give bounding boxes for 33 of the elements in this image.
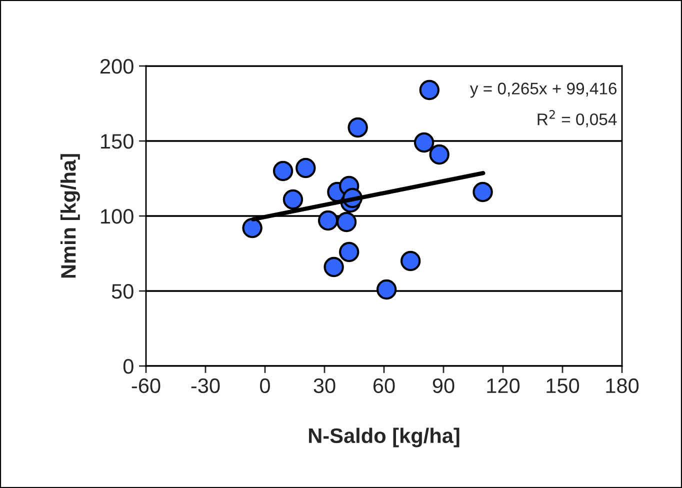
point [282, 189, 304, 210]
annotation: R$^{2}$ = 0,054 [538, 110, 617, 128]
x-axis-title: N-Saldo [kg/ha] [309, 428, 460, 448]
point [348, 117, 368, 138]
y-tick-label: 100 [101, 209, 134, 224]
point [400, 250, 421, 272]
point [472, 182, 493, 202]
point [376, 279, 397, 300]
x-tick-label: 150 [546, 378, 580, 394]
y-tick-label: 150 [101, 134, 134, 149]
y-axis-title: Nmin [kg/ha] [60, 154, 80, 278]
point [296, 158, 316, 178]
annotation: y = 0,265x + 99,416 [470, 82, 617, 98]
y-tick-label: 50 [112, 284, 134, 299]
x-tick-label: 120 [487, 378, 520, 394]
point [324, 256, 344, 278]
point [429, 144, 450, 165]
point [414, 132, 434, 153]
x-tick-label: 0 [260, 378, 270, 394]
y-tick-label: 0 [123, 359, 134, 374]
point [336, 212, 357, 232]
x-tick-label: 180 [606, 378, 639, 394]
point [419, 80, 440, 100]
x-tick-label: 30 [314, 378, 336, 394]
point [242, 218, 262, 238]
x-tick-label: 90 [432, 378, 454, 394]
point [272, 160, 294, 182]
x-tick-label: 60 [373, 378, 395, 394]
x-tick-label: -60 [132, 378, 160, 394]
point [338, 242, 360, 262]
point [318, 210, 338, 231]
y-tick-label: 200 [100, 59, 134, 74]
x-tick-label: -30 [191, 378, 220, 394]
